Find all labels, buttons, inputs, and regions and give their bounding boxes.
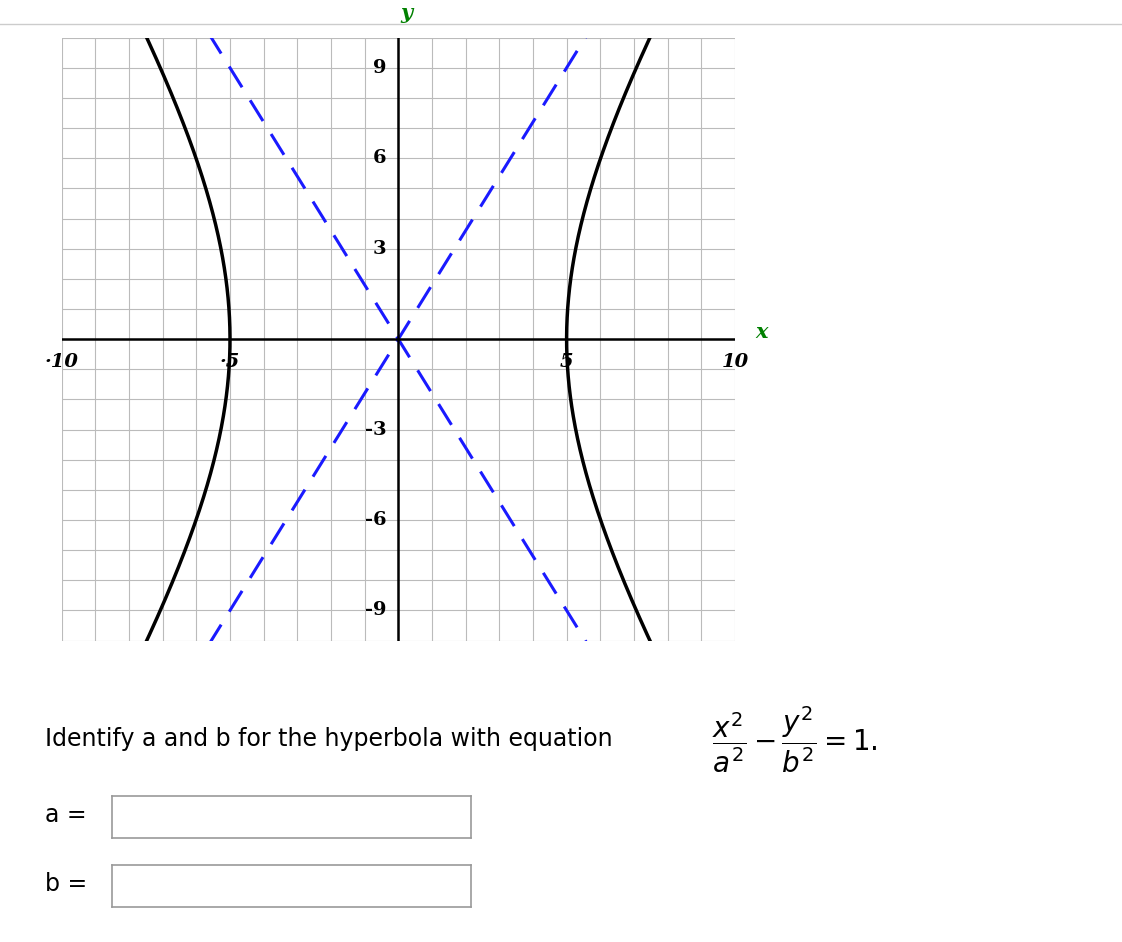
Text: ·10: ·10	[45, 352, 79, 371]
Text: -6: -6	[365, 511, 386, 529]
Text: x: x	[755, 321, 767, 342]
Text: Identify a and b for the hyperbola with equation: Identify a and b for the hyperbola with …	[45, 727, 613, 752]
Text: 10: 10	[721, 352, 748, 371]
Text: 5: 5	[560, 352, 573, 371]
Text: $\dfrac{x^2}{a^2} - \dfrac{y^2}{b^2} = 1.$: $\dfrac{x^2}{a^2} - \dfrac{y^2}{b^2} = 1…	[712, 705, 879, 774]
Text: y: y	[401, 3, 413, 23]
Text: -3: -3	[365, 420, 386, 439]
Text: a =: a =	[45, 803, 86, 827]
Text: 3: 3	[373, 239, 386, 258]
Text: -9: -9	[365, 601, 386, 620]
Text: b =: b =	[45, 871, 88, 896]
Text: ·5: ·5	[220, 352, 240, 371]
Text: 6: 6	[373, 149, 386, 168]
Text: 9: 9	[373, 58, 386, 77]
